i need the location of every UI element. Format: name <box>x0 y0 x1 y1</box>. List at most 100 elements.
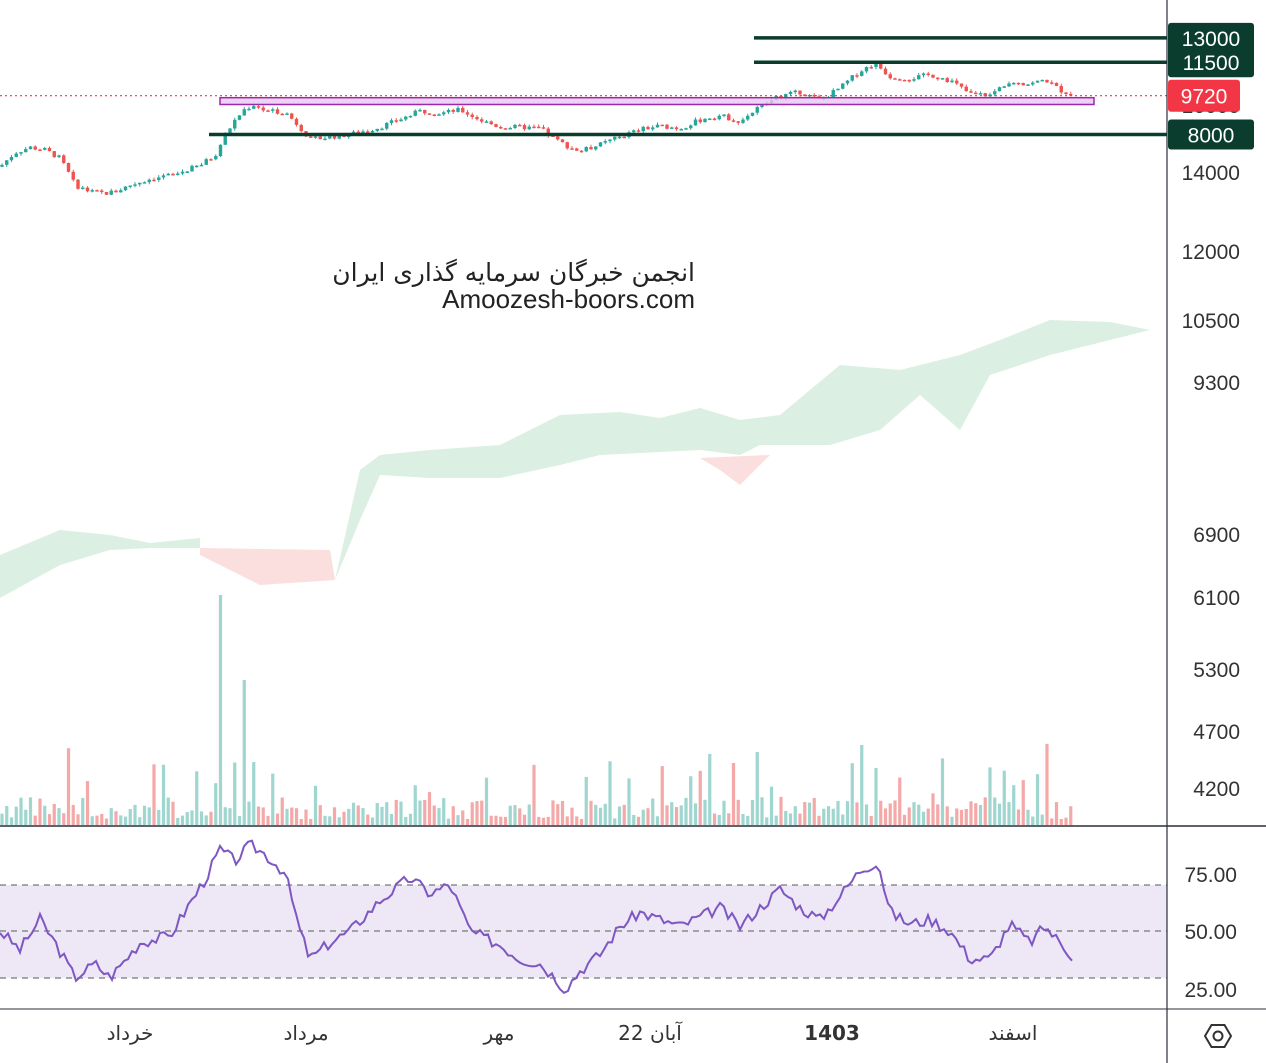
volume-bar <box>974 803 978 825</box>
volume-bar <box>19 797 23 825</box>
candle-body <box>945 78 949 83</box>
candle-body <box>907 79 911 82</box>
candle-body <box>451 109 455 112</box>
candle-body <box>394 120 398 122</box>
candle-body <box>389 120 394 124</box>
volume-bar <box>199 811 204 825</box>
candle-body <box>812 94 816 97</box>
candle-body <box>722 114 726 116</box>
volume-bar <box>912 802 916 825</box>
volume-bar <box>81 797 85 825</box>
volume-bar <box>898 777 902 825</box>
settings-hexagon-icon[interactable] <box>1203 1024 1233 1048</box>
candle-body <box>24 149 28 153</box>
candle-body <box>233 119 237 129</box>
volume-bar <box>532 764 536 825</box>
volume-bar <box>446 818 451 825</box>
candle-body <box>660 124 664 127</box>
volume-bar <box>879 800 883 825</box>
candle-body <box>418 109 422 112</box>
volume-bar <box>76 814 80 825</box>
candle-body <box>43 148 47 150</box>
candle-body <box>290 113 294 119</box>
candle-body <box>622 136 626 139</box>
candle-body <box>432 114 436 117</box>
candle-body <box>845 80 850 84</box>
candle-body <box>28 146 33 150</box>
volume-bar <box>722 800 726 825</box>
candle-body <box>104 192 109 195</box>
volume-bar <box>964 808 968 825</box>
candle-body <box>684 128 688 130</box>
price-tick-label: 6100 <box>1193 587 1240 610</box>
rsi-tick-label: 25.00 <box>1184 979 1237 1002</box>
volume-bar <box>522 814 527 825</box>
candle-body <box>741 119 745 123</box>
volume-bar <box>893 800 897 825</box>
volume-bar <box>271 773 275 825</box>
volume-bar <box>651 798 655 825</box>
watermark-title: انجمن خبرگان سرمایه گذاری ایران <box>332 258 695 287</box>
volume-bar <box>636 816 641 825</box>
candle-body <box>171 173 175 176</box>
candle-body <box>893 78 897 80</box>
candle-body <box>465 112 470 115</box>
candle-body <box>19 152 23 154</box>
volume-bar <box>1007 802 1011 825</box>
rsi-tick-label: 50.00 <box>1184 921 1237 944</box>
volume-bar <box>209 811 213 825</box>
volume-bar <box>674 807 679 825</box>
time-tick-label: 1403 <box>804 1021 860 1045</box>
volume-bar <box>85 781 90 825</box>
volume-bar <box>988 767 992 825</box>
volume-bar <box>997 803 1002 825</box>
candle-body <box>47 148 52 152</box>
volume-bar <box>294 808 299 825</box>
candle-body <box>76 179 80 189</box>
volume-bar <box>1002 770 1006 825</box>
volume-bar <box>556 804 560 825</box>
volume-bar <box>983 797 987 825</box>
candle-body <box>537 126 541 129</box>
candle-body <box>190 165 194 172</box>
volume-bar <box>1026 809 1030 825</box>
candle-body <box>404 116 408 120</box>
volume-bar <box>237 816 242 825</box>
candle-body <box>180 171 185 174</box>
volume-bar <box>902 814 907 825</box>
candle-body <box>280 113 284 116</box>
volume-bar <box>1031 816 1035 825</box>
volume-bar <box>147 807 151 825</box>
volume-bar <box>855 802 859 825</box>
candle-body <box>736 121 740 123</box>
volume-bar <box>489 815 493 825</box>
candle-body <box>670 127 674 129</box>
candle-body <box>33 146 37 150</box>
volume-bar <box>594 804 598 825</box>
volume-bar <box>508 805 512 825</box>
volume-bar <box>5 806 9 825</box>
volume-bar <box>389 813 394 825</box>
volume-bar <box>275 813 280 825</box>
level-badge <box>1168 47 1254 78</box>
volume-bar <box>503 816 508 825</box>
candle-body <box>689 125 693 129</box>
candle-body <box>693 119 698 126</box>
volume-bar <box>698 770 702 825</box>
candle-body <box>461 107 465 113</box>
volume-bar <box>627 778 631 825</box>
candle-body <box>508 127 512 130</box>
candle-body <box>902 79 907 82</box>
candle-body <box>256 106 261 108</box>
volume-bar <box>171 801 175 825</box>
volume-bar <box>589 800 593 825</box>
candle-body <box>100 190 104 193</box>
volume-bar <box>765 817 769 825</box>
volume-bar <box>803 802 807 825</box>
price-tick-label: 9300 <box>1193 372 1240 395</box>
candle-body <box>978 93 983 95</box>
volume-bar <box>465 818 470 825</box>
volume-bar <box>655 816 660 825</box>
volume-bar <box>318 805 322 825</box>
